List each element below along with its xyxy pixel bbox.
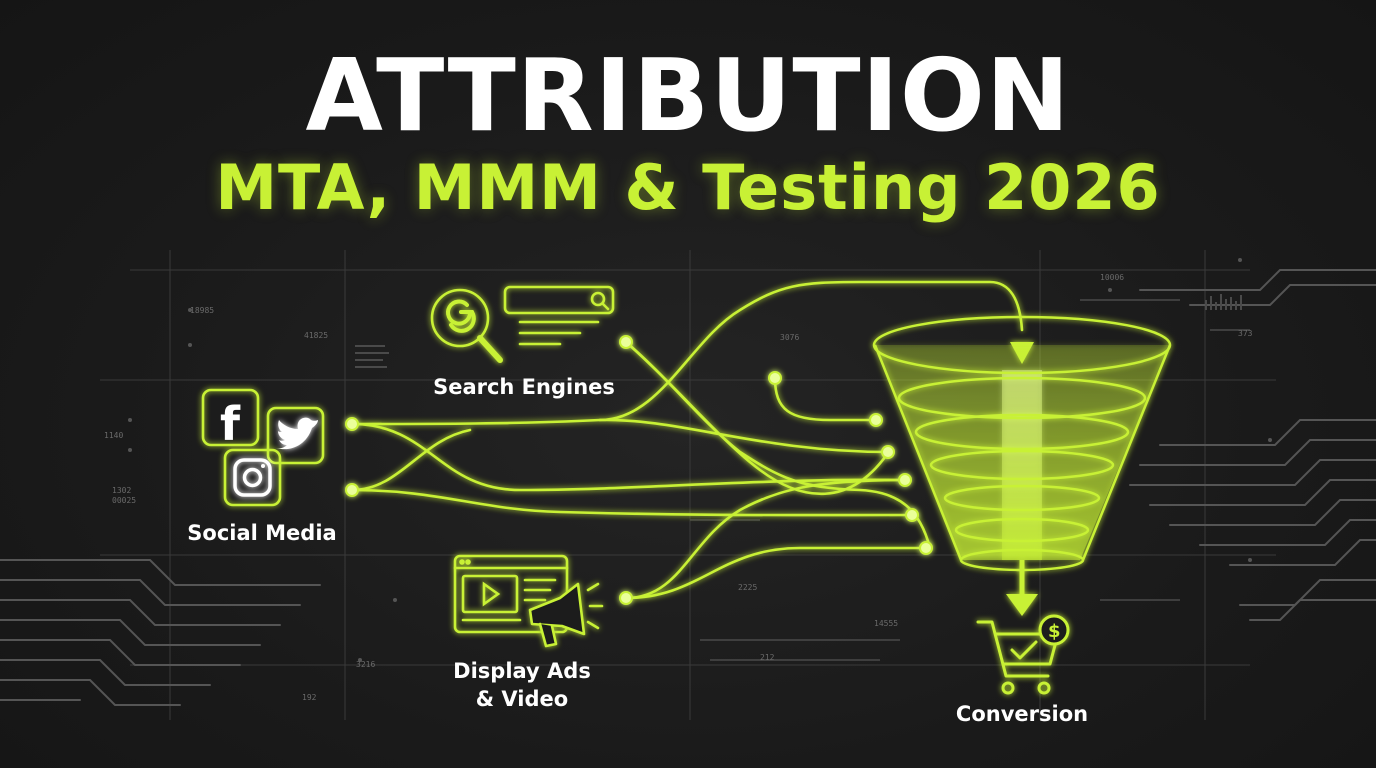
svg-text:10006: 10006 — [1100, 273, 1124, 282]
google-search-icon — [430, 285, 615, 363]
path-social-top-to-funnel — [350, 422, 907, 492]
path-nodes — [345, 335, 933, 605]
shopping-cart-dollar-icon — [976, 614, 1070, 695]
display-ads-label: Display Ads & Video — [440, 657, 604, 713]
svg-text:3076: 3076 — [780, 333, 799, 342]
path-social-top-cross — [350, 418, 602, 426]
attribution-paths — [350, 280, 1024, 600]
page-subtitle: MTA, MMM & Testing 2026 — [215, 151, 1161, 224]
svg-text:14555: 14555 — [874, 619, 898, 628]
svg-text:18985: 18985 — [190, 306, 214, 315]
facebook-icon — [201, 388, 260, 447]
dollar-glyph: $ — [1048, 621, 1061, 642]
svg-text:1140: 1140 — [104, 431, 123, 440]
instagram-icon — [223, 448, 282, 507]
svg-text:41825: 41825 — [304, 331, 328, 340]
facebook-glyph: f — [220, 397, 241, 451]
path-search-to-funnel-2 — [624, 340, 892, 496]
video-player-icon — [453, 554, 569, 634]
page-title: ATTRIBUTION — [305, 37, 1071, 154]
path-display-to-bottom — [624, 546, 928, 600]
path-social-bottom-to-funnel — [350, 488, 914, 517]
twitter-icon — [266, 406, 325, 465]
svg-text:3216: 3216 — [356, 660, 375, 669]
search-engines-label: Search Engines — [433, 375, 615, 399]
funnel-icon — [872, 315, 1172, 572]
path-display-to-funnel — [624, 478, 907, 600]
svg-text:2225: 2225 — [738, 583, 757, 592]
svg-text:373: 373 — [1238, 329, 1253, 338]
path-search-to-top — [598, 280, 1024, 422]
display-ads-label-line2: & Video — [475, 687, 569, 711]
svg-text:192: 192 — [302, 693, 317, 702]
svg-text:1302: 1302 — [112, 486, 131, 495]
path-upper-to-funnel — [598, 418, 890, 454]
svg-text:212: 212 — [760, 653, 775, 662]
svg-text:00025: 00025 — [112, 496, 136, 505]
social-media-label: Social Media — [187, 521, 337, 545]
path-social-bottom-to-top — [350, 428, 472, 492]
conversion-label: Conversion — [955, 702, 1089, 726]
display-ads-label-line1: Display Ads — [453, 659, 591, 683]
arrow-to-conversion-icon — [1006, 560, 1038, 616]
path-mid-to-funnel — [773, 376, 878, 422]
megaphone-icon — [528, 582, 604, 648]
